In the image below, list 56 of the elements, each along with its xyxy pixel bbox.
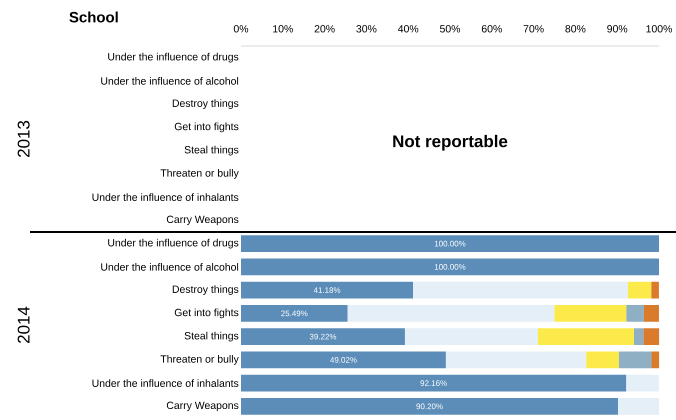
bar bbox=[241, 235, 660, 252]
bar bbox=[241, 305, 348, 322]
x-tick-label: 100% bbox=[646, 25, 672, 32]
y-tick-label: Destroy things bbox=[172, 99, 238, 109]
x-tick-label: 0% bbox=[234, 25, 248, 32]
bar bbox=[404, 328, 538, 345]
bar bbox=[586, 352, 619, 368]
bar bbox=[348, 305, 554, 322]
y-tick-label: Get into fights bbox=[174, 308, 238, 318]
bar bbox=[538, 328, 634, 345]
y-tick-label: Threaten or bully bbox=[160, 355, 239, 365]
bar bbox=[241, 258, 660, 276]
bar bbox=[626, 374, 659, 392]
y-tick-label: Under the influence of alcohol bbox=[101, 77, 238, 85]
bar bbox=[241, 328, 405, 345]
y-tick-label: Under the influence of inhalants bbox=[92, 379, 238, 387]
y-axis-title: 2014 bbox=[18, 306, 30, 343]
y-tick-label: Steal things bbox=[184, 332, 238, 342]
bar bbox=[628, 282, 652, 298]
bar bbox=[554, 305, 626, 322]
bar bbox=[644, 328, 660, 345]
x-tick-label: 30% bbox=[356, 25, 376, 32]
x-tick-label: 70% bbox=[524, 25, 544, 32]
x-tick-label: 10% bbox=[273, 25, 293, 32]
y-tick-label: Get into fights bbox=[174, 122, 238, 132]
bar bbox=[241, 282, 414, 298]
annotation: Not reportable bbox=[393, 134, 508, 151]
bar bbox=[241, 352, 446, 368]
bar bbox=[651, 282, 659, 298]
text: School bbox=[69, 12, 118, 22]
bar bbox=[644, 305, 659, 322]
bar bbox=[241, 374, 626, 392]
bar bbox=[634, 328, 644, 345]
bar bbox=[446, 352, 586, 368]
y-tick-label: Carry Weapons bbox=[166, 216, 238, 226]
y-tick-label: Under the influence of drugs bbox=[108, 52, 238, 63]
x-tick-label: 20% bbox=[314, 25, 335, 32]
y-tick-label: Under the influence of inhalants bbox=[92, 193, 238, 201]
y-tick-label: Destroy things bbox=[172, 285, 238, 296]
y-tick-label: Under the influence of drugs bbox=[108, 238, 238, 249]
bar bbox=[413, 282, 628, 298]
bar bbox=[618, 398, 660, 415]
y-tick-label: Carry Weapons bbox=[166, 402, 238, 412]
y-tick-label: Threaten or bully bbox=[160, 169, 239, 179]
x-tick-label: 40% bbox=[398, 25, 418, 32]
x-tick-label: 80% bbox=[565, 25, 586, 32]
bar bbox=[652, 352, 660, 368]
bar bbox=[626, 305, 644, 322]
y-axis-title: 2013 bbox=[18, 120, 30, 157]
y-tick-label: Steal things bbox=[184, 146, 238, 156]
x-tick-label: 90% bbox=[607, 25, 628, 32]
y-tick-label: Under the influence of alcohol bbox=[101, 263, 238, 271]
bar bbox=[241, 398, 618, 415]
bar bbox=[618, 352, 652, 368]
x-tick-label: 50% bbox=[440, 25, 460, 32]
x-tick-label: 60% bbox=[482, 25, 502, 32]
